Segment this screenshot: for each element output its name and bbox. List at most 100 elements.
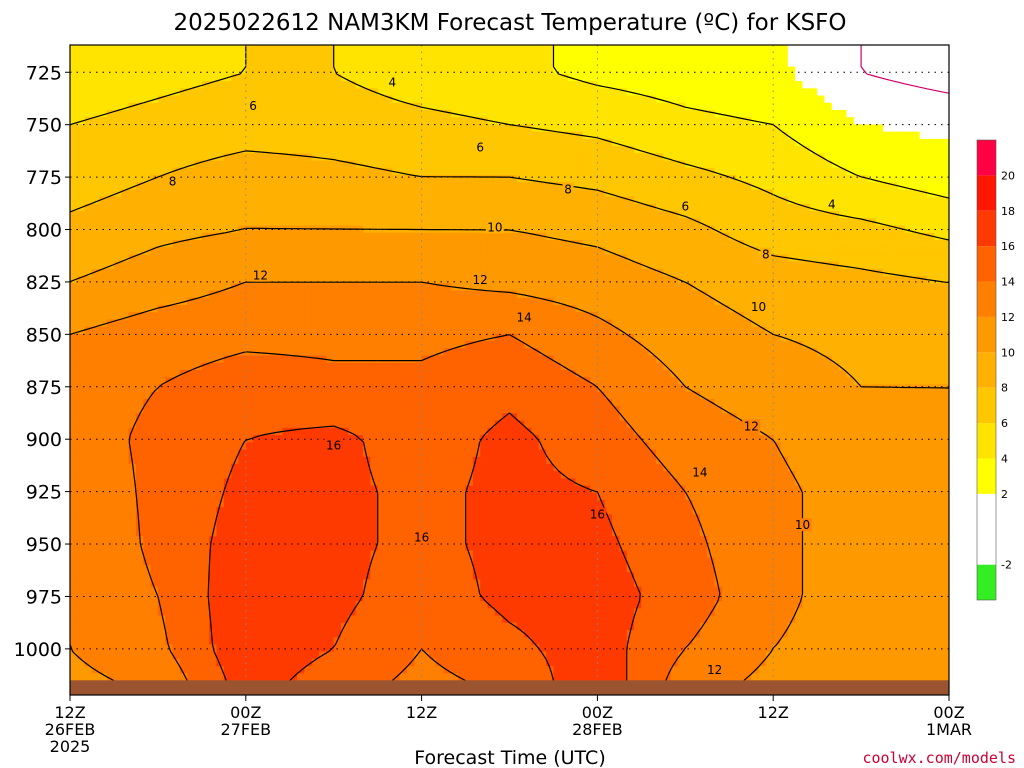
field-cell — [765, 276, 774, 284]
field-cell — [721, 52, 730, 61]
field-cell — [802, 240, 811, 248]
field-cell — [502, 261, 511, 270]
field-cell — [546, 167, 555, 176]
field-cell — [179, 81, 188, 89]
field-cell — [135, 131, 144, 140]
field-cell — [560, 146, 569, 154]
field-cell — [363, 73, 371, 82]
field-cell — [824, 45, 833, 53]
field-cell — [582, 124, 591, 133]
field-cell — [809, 312, 818, 321]
field-cell — [670, 326, 679, 335]
field-cell — [634, 73, 642, 82]
field-cell — [201, 261, 210, 270]
field-cell — [238, 254, 247, 263]
field-cell — [524, 276, 533, 284]
field-cell — [846, 138, 855, 147]
field-cell — [450, 196, 459, 205]
field-cell — [670, 73, 679, 82]
field-cell — [172, 333, 181, 342]
field-cell — [817, 182, 826, 191]
field-cell — [465, 124, 474, 133]
field-cell — [157, 81, 166, 89]
field-cell — [319, 247, 327, 256]
field-cell — [99, 211, 108, 219]
field-cell — [179, 341, 188, 349]
field-cell — [341, 153, 349, 162]
field-cell — [157, 305, 166, 313]
field-cell — [289, 276, 298, 284]
field-cell — [839, 81, 848, 89]
field-cell — [187, 283, 196, 292]
field-cell — [604, 268, 613, 277]
field-cell — [927, 247, 935, 256]
field-cell — [927, 45, 935, 53]
field-cell — [861, 117, 870, 126]
field-cell — [524, 73, 533, 82]
field-cell — [861, 305, 870, 313]
field-cell — [201, 95, 210, 104]
field-cell — [414, 333, 423, 342]
field-cell — [333, 88, 342, 97]
field-cell — [77, 146, 86, 154]
field-cell — [157, 203, 166, 212]
field-cell — [905, 167, 913, 176]
field-cell — [626, 305, 635, 313]
field-cell — [831, 110, 840, 118]
field-cell — [656, 211, 664, 219]
field-cell — [253, 319, 262, 328]
field-cell — [165, 102, 174, 111]
field-cell — [780, 52, 789, 61]
field-cell — [568, 341, 577, 349]
field-cell — [875, 211, 884, 219]
field-cell — [113, 276, 122, 284]
field-cell — [406, 341, 415, 349]
field-cell — [99, 81, 108, 89]
field-cell — [905, 232, 913, 241]
field-cell — [245, 247, 254, 256]
field-cell — [509, 333, 518, 342]
field-cell — [150, 283, 159, 292]
field-cell — [465, 333, 474, 342]
field-cell — [172, 124, 181, 133]
field-cell — [692, 110, 701, 118]
field-cell — [912, 138, 921, 147]
field-cell — [311, 189, 320, 198]
field-cell — [927, 312, 935, 321]
field-cell — [297, 160, 305, 169]
field-cell — [590, 268, 598, 277]
field-cell — [853, 305, 862, 313]
field-cell — [304, 276, 313, 284]
field-cell — [868, 319, 877, 328]
field-cell — [450, 59, 459, 68]
field-cell — [267, 110, 276, 118]
field-cell — [128, 341, 137, 349]
field-cell — [663, 232, 672, 241]
field-cell — [824, 81, 833, 89]
field-cell — [260, 254, 269, 263]
field-cell — [194, 211, 203, 219]
field-cell — [91, 45, 100, 53]
field-cell — [179, 45, 188, 53]
field-cell — [91, 341, 100, 349]
field-cell — [524, 153, 533, 162]
field-cell — [238, 153, 247, 162]
field-cell — [912, 232, 921, 241]
field-cell — [465, 73, 474, 82]
field-cell — [502, 319, 511, 328]
field-cell — [414, 218, 423, 227]
field-cell — [363, 88, 371, 97]
field-cell — [582, 131, 591, 140]
field-cell — [656, 88, 664, 97]
field-cell — [179, 326, 188, 335]
field-cell — [568, 247, 577, 256]
field-cell — [597, 268, 606, 277]
field-cell — [787, 175, 796, 183]
field-cell — [304, 232, 313, 241]
field-cell — [113, 88, 122, 97]
field-cell — [150, 218, 159, 227]
field-cell — [619, 290, 628, 299]
field-cell — [194, 146, 203, 154]
field-cell — [553, 312, 562, 321]
field-cell — [685, 102, 694, 111]
